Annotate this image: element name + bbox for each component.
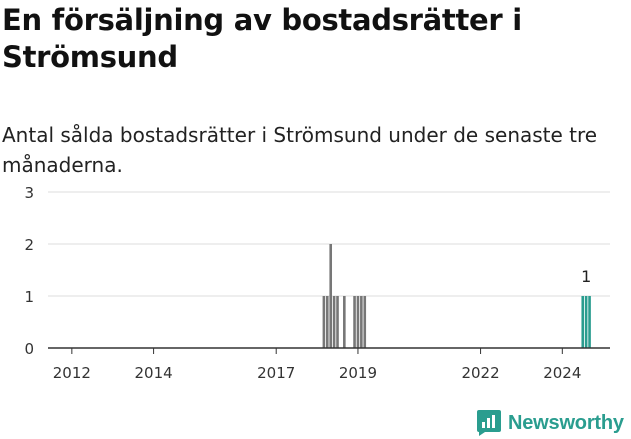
bar — [336, 296, 339, 348]
highlight-bar — [588, 296, 591, 348]
x-tick-label: 2022 — [461, 364, 499, 382]
bar — [360, 296, 363, 348]
x-tick-label: 2014 — [134, 364, 172, 382]
x-tick-label: 2019 — [339, 364, 377, 382]
bar — [363, 296, 367, 348]
bar — [343, 296, 346, 348]
bar — [325, 296, 329, 348]
bar — [322, 296, 326, 348]
data-label: 1 — [581, 267, 591, 286]
brand-logo: Newsworthy — [476, 407, 624, 439]
bar — [332, 296, 336, 348]
highlight-bar — [584, 296, 588, 348]
newsworthy-logo-icon — [477, 410, 501, 436]
chart-title: En försäljning av bostadsrätter i Ströms… — [2, 3, 522, 74]
bars — [322, 244, 591, 348]
annotations: 1 — [581, 267, 591, 286]
bar — [329, 244, 333, 348]
x-tick-label: 2012 — [53, 364, 91, 382]
x-tick-label: 2017 — [257, 364, 295, 382]
brand-name: Newsworthy — [508, 411, 624, 434]
highlight-bar — [581, 296, 585, 348]
grid-lines — [48, 191, 610, 297]
y-tick-label: 0 — [24, 340, 34, 358]
bar — [356, 296, 360, 348]
chart-subtitle: Antal sålda bostadsrätter i Strömsund un… — [2, 123, 598, 177]
y-tick-label: 1 — [24, 288, 34, 306]
x-tick-label: 2024 — [543, 364, 581, 382]
y-tick-label: 2 — [24, 236, 34, 254]
y-tick-label: 3 — [24, 184, 34, 202]
bar — [353, 296, 356, 348]
axes: 0 1 2 3 2012 2014 2017 2019 2022 2024 — [24, 184, 610, 382]
